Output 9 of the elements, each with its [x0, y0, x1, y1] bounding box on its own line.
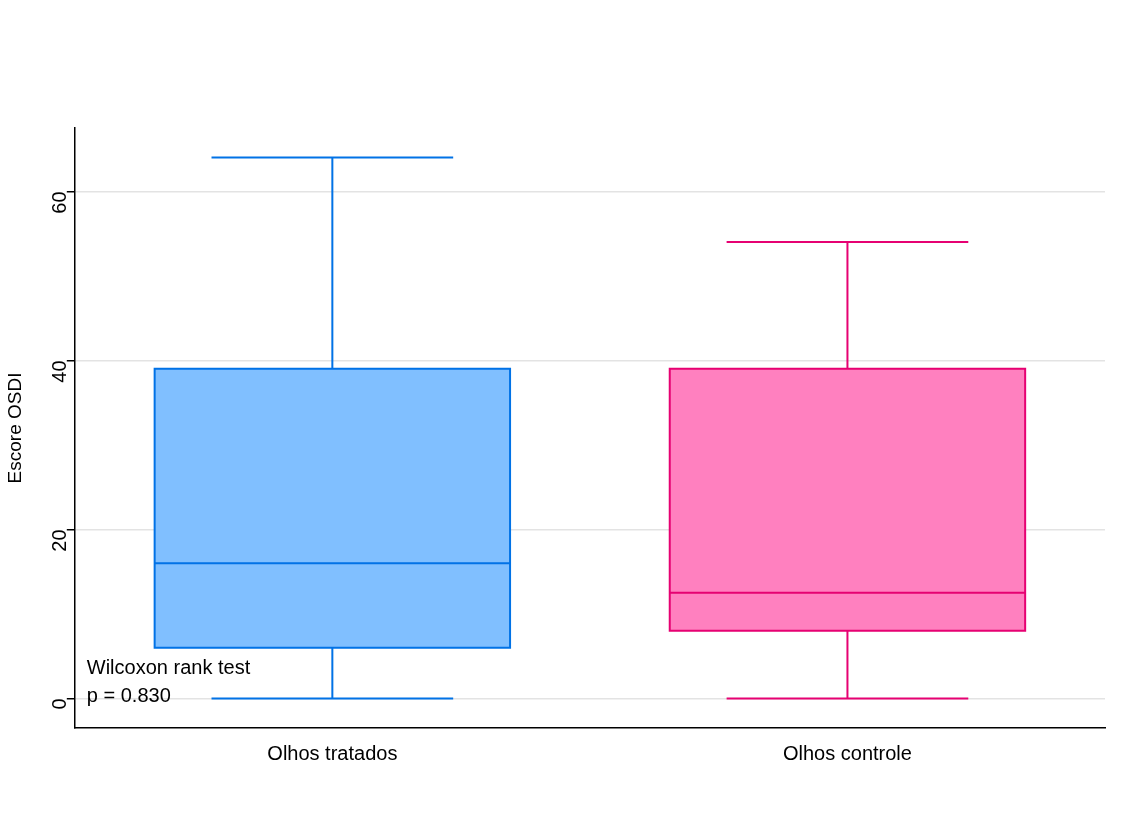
- x-tick-label: Olhos controle: [782, 741, 912, 764]
- annotation: p = 0.830: [86, 684, 171, 706]
- annotation: Wilcoxon rank test: [86, 656, 251, 678]
- y-tick-label: 0: [48, 698, 71, 710]
- y-tick-label: 40: [48, 360, 71, 383]
- y-tick-label: 20: [48, 529, 71, 552]
- y-axis-title: Escore OSDI: [3, 372, 25, 484]
- x-tick-label: Olhos tratados: [267, 741, 398, 764]
- y-tick-label: 60: [48, 191, 71, 214]
